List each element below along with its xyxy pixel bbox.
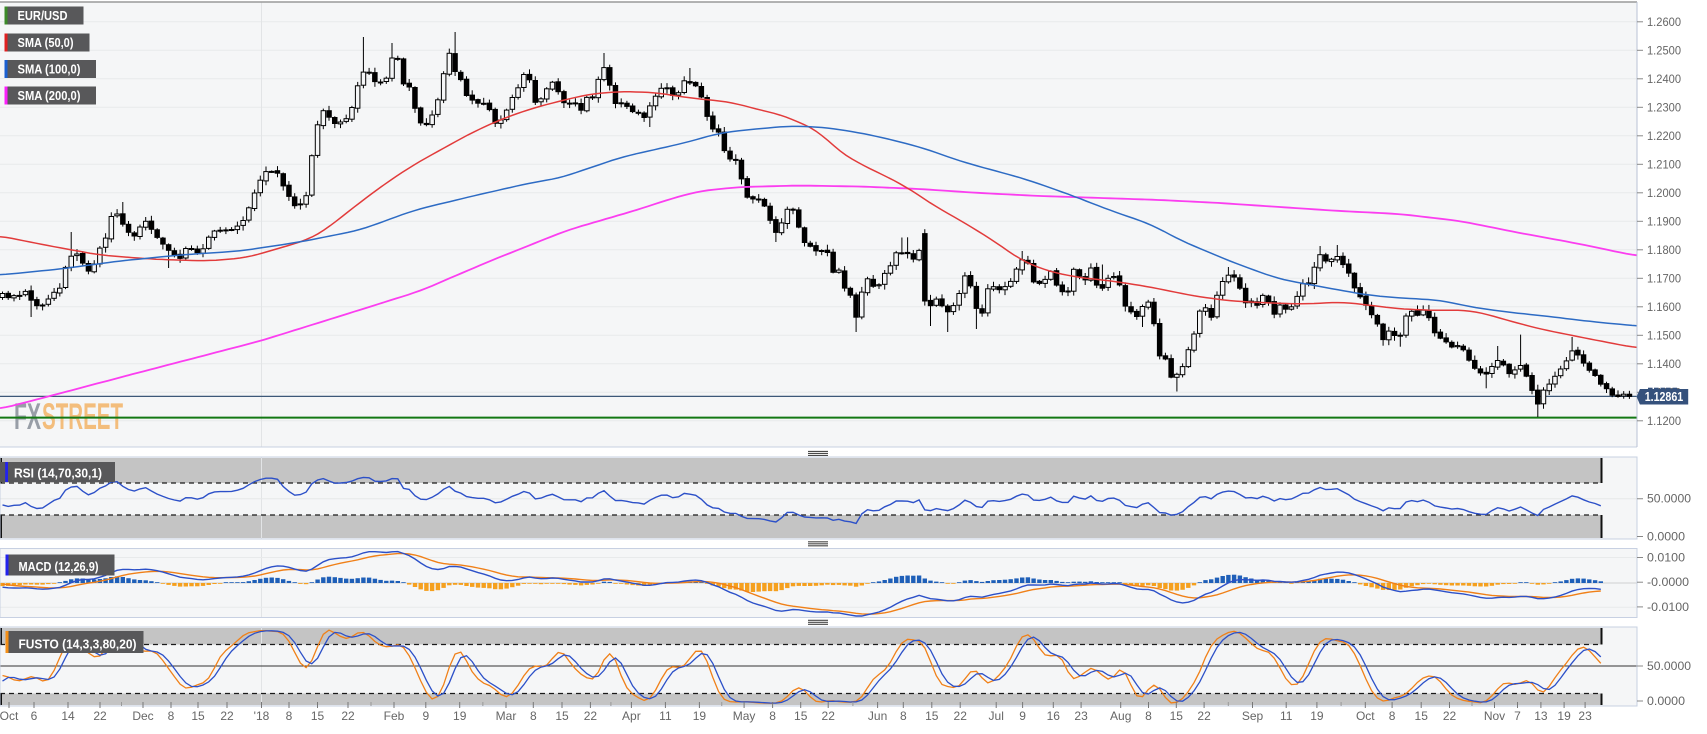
- svg-text:15: 15: [925, 709, 939, 723]
- svg-text:22: 22: [341, 709, 355, 723]
- svg-text:Feb: Feb: [384, 709, 405, 723]
- svg-text:1.2500: 1.2500: [1647, 43, 1681, 57]
- svg-text:1.1400: 1.1400: [1647, 357, 1681, 371]
- svg-text:1.2100: 1.2100: [1647, 157, 1681, 171]
- svg-text:0.0100: 0.0100: [1647, 551, 1685, 565]
- svg-text:8: 8: [900, 709, 907, 723]
- svg-text:9: 9: [422, 709, 429, 723]
- svg-text:Jun: Jun: [868, 709, 887, 723]
- svg-text:Nov: Nov: [1484, 709, 1505, 723]
- svg-text:Dec: Dec: [132, 709, 153, 723]
- svg-text:0.0000: 0.0000: [1647, 529, 1685, 543]
- svg-text:Oct: Oct: [0, 709, 19, 723]
- svg-text:FX: FX: [14, 396, 41, 437]
- svg-text:FUSTO (14,3,3,80,20): FUSTO (14,3,3,80,20): [19, 637, 137, 652]
- svg-text:MACD (12,26,9): MACD (12,26,9): [19, 559, 99, 574]
- svg-text:7: 7: [1514, 709, 1521, 723]
- svg-text:1.1600: 1.1600: [1647, 300, 1681, 314]
- svg-text:1.2300: 1.2300: [1647, 100, 1681, 114]
- svg-text:Apr: Apr: [622, 709, 641, 723]
- svg-text:14: 14: [61, 709, 75, 723]
- svg-text:15: 15: [794, 709, 808, 723]
- svg-text:13: 13: [1534, 709, 1548, 723]
- svg-text:50.0000: 50.0000: [1647, 659, 1691, 673]
- svg-text:16: 16: [1047, 709, 1061, 723]
- svg-text:8: 8: [1145, 709, 1152, 723]
- svg-text:19: 19: [693, 709, 707, 723]
- svg-text:Aug: Aug: [1110, 709, 1131, 723]
- svg-text:8: 8: [530, 709, 537, 723]
- svg-text:11: 11: [1280, 709, 1293, 723]
- svg-text:1.1800: 1.1800: [1647, 243, 1681, 257]
- svg-text:22: 22: [822, 709, 836, 723]
- svg-text:6: 6: [31, 709, 38, 723]
- svg-text:RSI (14,70,30,1): RSI (14,70,30,1): [14, 466, 102, 481]
- svg-text:15: 15: [1415, 709, 1429, 723]
- svg-text:15: 15: [311, 709, 325, 723]
- svg-text:15: 15: [1170, 709, 1184, 723]
- svg-text:22: 22: [1443, 709, 1457, 723]
- svg-text:50.0000: 50.0000: [1647, 492, 1691, 506]
- svg-text:22: 22: [1197, 709, 1211, 723]
- svg-text:11: 11: [659, 709, 672, 723]
- svg-text:EUR/USD: EUR/USD: [18, 8, 68, 23]
- svg-text:19: 19: [1557, 709, 1571, 723]
- svg-text:19: 19: [1310, 709, 1324, 723]
- svg-text:STREET: STREET: [42, 396, 123, 437]
- svg-text:SMA (200,0): SMA (200,0): [18, 88, 81, 103]
- svg-text:Mar: Mar: [496, 709, 517, 723]
- svg-text:22: 22: [954, 709, 968, 723]
- svg-text:9: 9: [1019, 709, 1026, 723]
- svg-text:SMA (100,0): SMA (100,0): [18, 62, 81, 77]
- svg-text:SMA (50,0): SMA (50,0): [18, 35, 74, 50]
- svg-text:Sep: Sep: [1242, 709, 1264, 723]
- svg-text:8: 8: [168, 709, 175, 723]
- svg-text:Jul: Jul: [989, 709, 1004, 723]
- svg-text:'18: '18: [254, 709, 270, 723]
- svg-text:23: 23: [1074, 709, 1088, 723]
- svg-text:15: 15: [555, 709, 569, 723]
- svg-text:0.0000: 0.0000: [1647, 694, 1685, 708]
- svg-text:22: 22: [584, 709, 598, 723]
- svg-text:1.1700: 1.1700: [1647, 271, 1681, 285]
- svg-text:22: 22: [93, 709, 107, 723]
- svg-text:-0.0000: -0.0000: [1647, 575, 1689, 589]
- svg-text:1.2200: 1.2200: [1647, 129, 1681, 143]
- svg-text:19: 19: [453, 709, 467, 723]
- svg-text:Oct: Oct: [1356, 709, 1375, 723]
- svg-text:May: May: [733, 709, 756, 723]
- svg-text:1.1500: 1.1500: [1647, 328, 1681, 342]
- svg-text:15: 15: [191, 709, 205, 723]
- svg-text:8: 8: [286, 709, 293, 723]
- svg-text:1.12861: 1.12861: [1645, 390, 1684, 404]
- svg-text:22: 22: [220, 709, 234, 723]
- svg-text:-0.0100: -0.0100: [1647, 600, 1689, 614]
- svg-text:1.1900: 1.1900: [1647, 214, 1681, 228]
- svg-text:23: 23: [1578, 709, 1592, 723]
- svg-text:8: 8: [769, 709, 776, 723]
- svg-text:1.2400: 1.2400: [1647, 72, 1681, 86]
- svg-text:8: 8: [1389, 709, 1396, 723]
- svg-text:1.2000: 1.2000: [1647, 186, 1681, 200]
- svg-text:1.2600: 1.2600: [1647, 15, 1681, 29]
- svg-text:1.1200: 1.1200: [1647, 414, 1681, 428]
